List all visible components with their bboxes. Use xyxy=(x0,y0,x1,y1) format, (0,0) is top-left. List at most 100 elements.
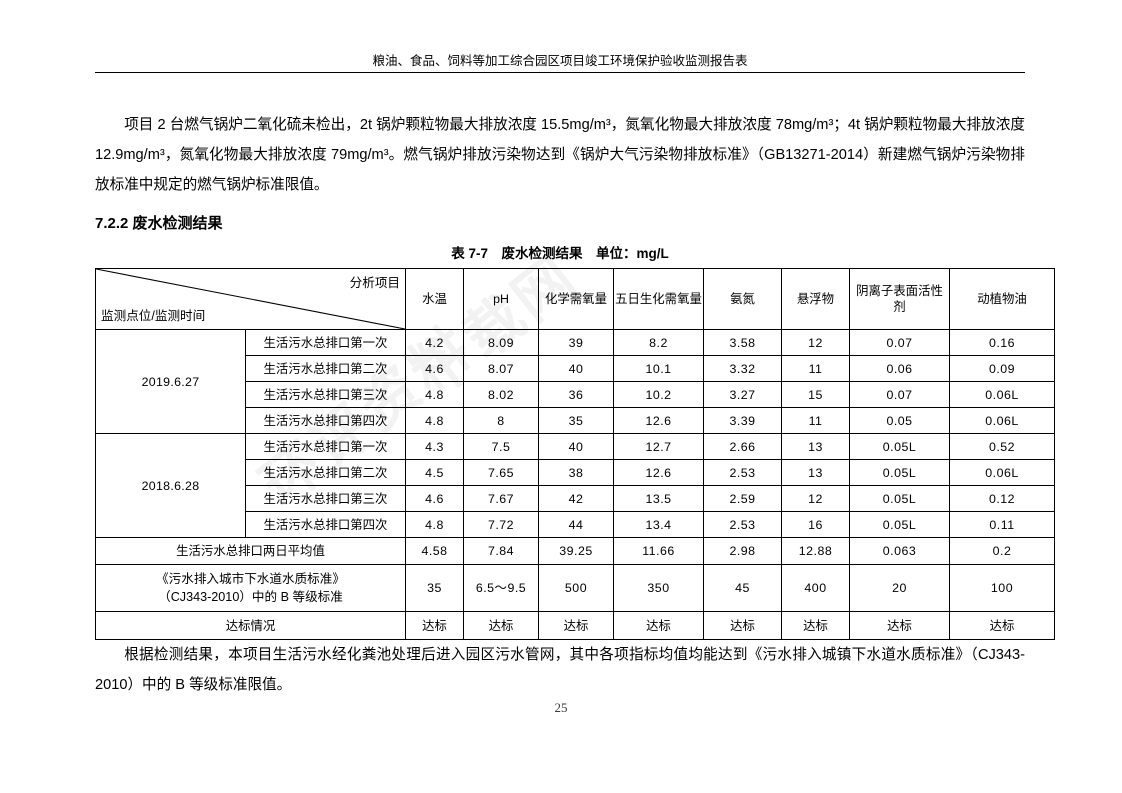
avg-bod5: 11.66 xyxy=(613,537,704,565)
column-header-bod5: 五日生化需氧量 xyxy=(613,268,704,330)
std-anionic-surfactant: 20 xyxy=(849,564,950,612)
table-row-average: 生活污水总排口两日平均值 4.58 7.84 39.25 11.66 2.98 … xyxy=(95,537,1055,565)
sample-label: 生活污水总排口第四次 xyxy=(245,511,406,538)
table-caption: 表 7-7 废水检测结果 单位：mg/L xyxy=(451,246,669,261)
compliance-ph: 达标 xyxy=(463,611,539,640)
cell-animal-vegetable-oil: 0.06L xyxy=(949,459,1055,486)
cell-ph: 7.67 xyxy=(463,485,539,512)
section-heading-7-2-2: 7.2.2 废水检测结果 xyxy=(95,215,223,232)
cell-water-temp: 4.8 xyxy=(405,511,464,538)
cell-water-temp: 4.2 xyxy=(405,329,464,356)
cell-animal-vegetable-oil: 0.11 xyxy=(949,511,1055,538)
cell-anionic-surfactant: 0.05L xyxy=(849,459,950,486)
group-date-cell: 2019.6.27 xyxy=(95,329,246,434)
table-body: 分析项目 监测点位/监测时间 水温 pH 化学需氧量 五日生化需氧量 氨氮 悬浮… xyxy=(95,268,1055,640)
column-header-ph: pH xyxy=(463,268,539,330)
cell-ph: 7.5 xyxy=(463,433,539,460)
table-row: 生活污水总排口第三次 4.6 7.67 42 13.5 2.59 12 0.05… xyxy=(96,485,1055,512)
page-header: 粮油、食品、饲料等加工综合园区项目竣工环境保护验收监测报告表 xyxy=(95,52,1025,73)
cell-animal-vegetable-oil: 0.06L xyxy=(949,407,1055,434)
diagonal-divider-icon xyxy=(96,269,405,329)
table-row-standard: 《污水排入城市下水道水质标准》 （CJ343-2010）中的 B 等级标准 35… xyxy=(95,564,1055,612)
group-date-cell: 2018.6.28 xyxy=(95,433,246,538)
standard-row-label: 《污水排入城市下水道水质标准》 （CJ343-2010）中的 B 等级标准 xyxy=(95,564,406,612)
cell-anionic-surfactant: 0.05L xyxy=(849,433,950,460)
cell-cod: 40 xyxy=(538,355,614,382)
table-header-row: 分析项目 监测点位/监测时间 水温 pH 化学需氧量 五日生化需氧量 氨氮 悬浮… xyxy=(95,268,1055,330)
cell-ph: 8.02 xyxy=(463,381,539,408)
std-bod5: 350 xyxy=(613,564,704,612)
header-corner-cell: 分析项目 监测点位/监测时间 xyxy=(95,268,406,330)
cell-suspended-solids: 12 xyxy=(781,329,850,356)
cell-bod5: 12.6 xyxy=(613,459,704,486)
cell-ph: 8.09 xyxy=(463,329,539,356)
cell-animal-vegetable-oil: 0.52 xyxy=(949,433,1055,460)
standard-label-line-2: （CJ343-2010）中的 B 等级标准 xyxy=(158,590,343,604)
table-row: 2018.6.28 生活污水总排口第一次 4.3 7.5 40 12.7 2.6… xyxy=(95,433,1055,538)
cell-cod: 35 xyxy=(538,407,614,434)
cell-anionic-surfactant: 0.07 xyxy=(849,329,950,356)
cell-cod: 44 xyxy=(538,511,614,538)
cell-bod5: 10.1 xyxy=(613,355,704,382)
avg-ph: 7.84 xyxy=(463,537,539,565)
compliance-bod5: 达标 xyxy=(613,611,704,640)
cell-ph: 7.72 xyxy=(463,511,539,538)
column-header-suspended-solids: 悬浮物 xyxy=(781,268,850,330)
cell-bod5: 8.2 xyxy=(613,329,704,356)
table-row: 生活污水总排口第四次 4.8 7.72 44 13.4 2.53 16 0.05… xyxy=(96,511,1055,538)
std-water-temp: 35 xyxy=(405,564,464,612)
table-row: 生活污水总排口第二次 4.5 7.65 38 12.6 2.53 13 0.05… xyxy=(96,459,1055,486)
sample-label: 生活污水总排口第二次 xyxy=(245,459,406,486)
cell-anionic-surfactant: 0.05L xyxy=(849,485,950,512)
compliance-ammonia-nitrogen: 达标 xyxy=(703,611,782,640)
compliance-suspended-solids: 达标 xyxy=(781,611,850,640)
cell-anionic-surfactant: 0.07 xyxy=(849,381,950,408)
page-number: 25 xyxy=(554,700,568,715)
cell-ammonia-nitrogen: 3.32 xyxy=(703,355,782,382)
compliance-row-label: 达标情况 xyxy=(95,611,406,640)
table-row: 生活污水总排口第四次 4.8 8 35 12.6 3.39 11 0.05 0.… xyxy=(96,407,1055,434)
standard-label-line-1: 《污水排入城市下水道水质标准》 xyxy=(156,572,345,586)
cell-suspended-solids: 11 xyxy=(781,407,850,434)
cell-ammonia-nitrogen: 3.27 xyxy=(703,381,782,408)
cell-bod5: 12.7 xyxy=(613,433,704,460)
sample-label: 生活污水总排口第一次 xyxy=(245,329,406,356)
avg-water-temp: 4.58 xyxy=(405,537,464,565)
header-rule xyxy=(95,72,1025,73)
sample-label: 生活污水总排口第四次 xyxy=(245,407,406,434)
avg-cod: 39.25 xyxy=(538,537,614,565)
avg-ammonia-nitrogen: 2.98 xyxy=(703,537,782,565)
average-row-label: 生活污水总排口两日平均值 xyxy=(95,537,406,565)
cell-suspended-solids: 11 xyxy=(781,355,850,382)
compliance-animal-vegetable-oil: 达标 xyxy=(949,611,1055,640)
column-header-cod: 化学需氧量 xyxy=(538,268,614,330)
std-ph: 6.5～9.5 xyxy=(463,564,539,612)
cell-animal-vegetable-oil: 0.06L xyxy=(949,381,1055,408)
column-header-anionic-surfactant: 阴离子表面活性剂 xyxy=(849,268,950,330)
cell-anionic-surfactant: 0.06 xyxy=(849,355,950,382)
cell-water-temp: 4.8 xyxy=(405,407,464,434)
column-header-water-temp: 水温 xyxy=(405,268,464,330)
paragraph-conclusion: 根据检测结果，本项目生活污水经化粪池处理后进入园区污水管网，其中各项指标均值均能… xyxy=(95,647,1025,693)
sample-label: 生活污水总排口第一次 xyxy=(245,433,406,460)
cell-water-temp: 4.6 xyxy=(405,485,464,512)
cell-animal-vegetable-oil: 0.12 xyxy=(949,485,1055,512)
cell-animal-vegetable-oil: 0.09 xyxy=(949,355,1055,382)
table-row: 生活污水总排口第二次 4.6 8.07 40 10.1 3.32 11 0.06… xyxy=(96,355,1055,382)
cell-cod: 42 xyxy=(538,485,614,512)
table-row-compliance: 达标情况 达标 达标 达标 达标 达标 达标 达标 达标 xyxy=(95,611,1055,640)
cell-suspended-solids: 15 xyxy=(781,381,850,408)
cell-ph: 7.65 xyxy=(463,459,539,486)
table-row: 生活污水总排口第三次 4.8 8.02 36 10.2 3.27 15 0.07… xyxy=(96,381,1055,408)
std-cod: 500 xyxy=(538,564,614,612)
wastewater-results-table: 分析项目 监测点位/监测时间 水温 pH 化学需氧量 五日生化需氧量 氨氮 悬浮… xyxy=(95,268,1055,640)
paragraph-boiler-emissions: 项目 2 台燃气锅炉二氧化硫未检出，2t 锅炉颗粒物最大排放浓度 15.5mg/… xyxy=(95,117,1025,193)
avg-animal-vegetable-oil: 0.2 xyxy=(949,537,1055,565)
cell-anionic-surfactant: 0.05L xyxy=(849,511,950,538)
cell-suspended-solids: 12 xyxy=(781,485,850,512)
cell-water-temp: 4.8 xyxy=(405,381,464,408)
compliance-cod: 达标 xyxy=(538,611,614,640)
column-header-ammonia-nitrogen: 氨氮 xyxy=(703,268,782,330)
std-ammonia-nitrogen: 45 xyxy=(703,564,782,612)
